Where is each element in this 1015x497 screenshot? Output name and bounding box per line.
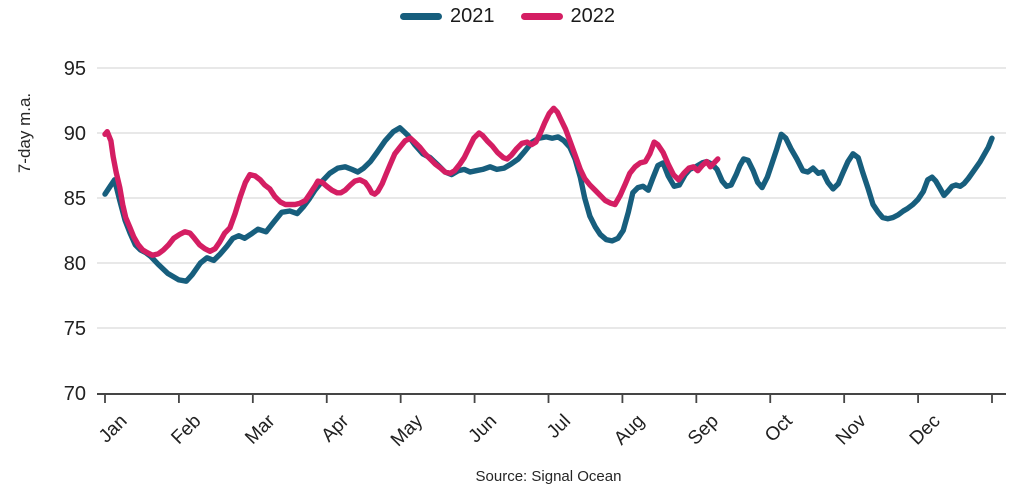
y-tick-label: 95 (64, 58, 86, 80)
x-tick-label: Dec (906, 411, 945, 450)
legend-item-2021: 2021 (400, 5, 495, 28)
legend-label-2022: 2022 (570, 5, 616, 27)
y-axis-title: 7-day m.a. (15, 92, 34, 174)
series-line-2022 (102, 105, 721, 258)
x-tick-label: Jul (543, 411, 575, 443)
y-tick-label: 85 (64, 188, 86, 210)
x-tick-label: Jun (465, 411, 502, 448)
x-tick-label: Apr (318, 410, 354, 446)
x-tick-label: Sep (684, 411, 723, 450)
legend-swatch-2021 (400, 13, 442, 20)
legend-label-2021: 2021 (450, 5, 495, 27)
y-tick-label: 75 (64, 318, 86, 340)
x-tick-label: May (387, 410, 428, 451)
x-tick-label: Oct (761, 410, 797, 446)
x-tick-label: Jan (95, 411, 132, 448)
legend-swatch-2022 (520, 13, 563, 20)
x-tick-label: Mar (241, 410, 279, 448)
legend-item-2022: 2022 (520, 5, 616, 28)
y-tick-label: 70 (64, 383, 86, 405)
y-tick-label: 80 (64, 253, 86, 275)
x-tick-label: Aug (610, 411, 649, 450)
legend: 2021 2022 (0, 5, 1015, 28)
x-tick-label: Nov (832, 410, 871, 449)
source-caption: Source: Signal Ocean (475, 468, 622, 485)
x-tick-label: Feb (167, 411, 205, 449)
y-tick-label: 90 (64, 123, 86, 145)
series-line-2021 (102, 125, 995, 284)
